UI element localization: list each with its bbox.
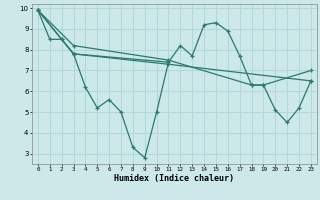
X-axis label: Humidex (Indice chaleur): Humidex (Indice chaleur) <box>115 174 234 183</box>
